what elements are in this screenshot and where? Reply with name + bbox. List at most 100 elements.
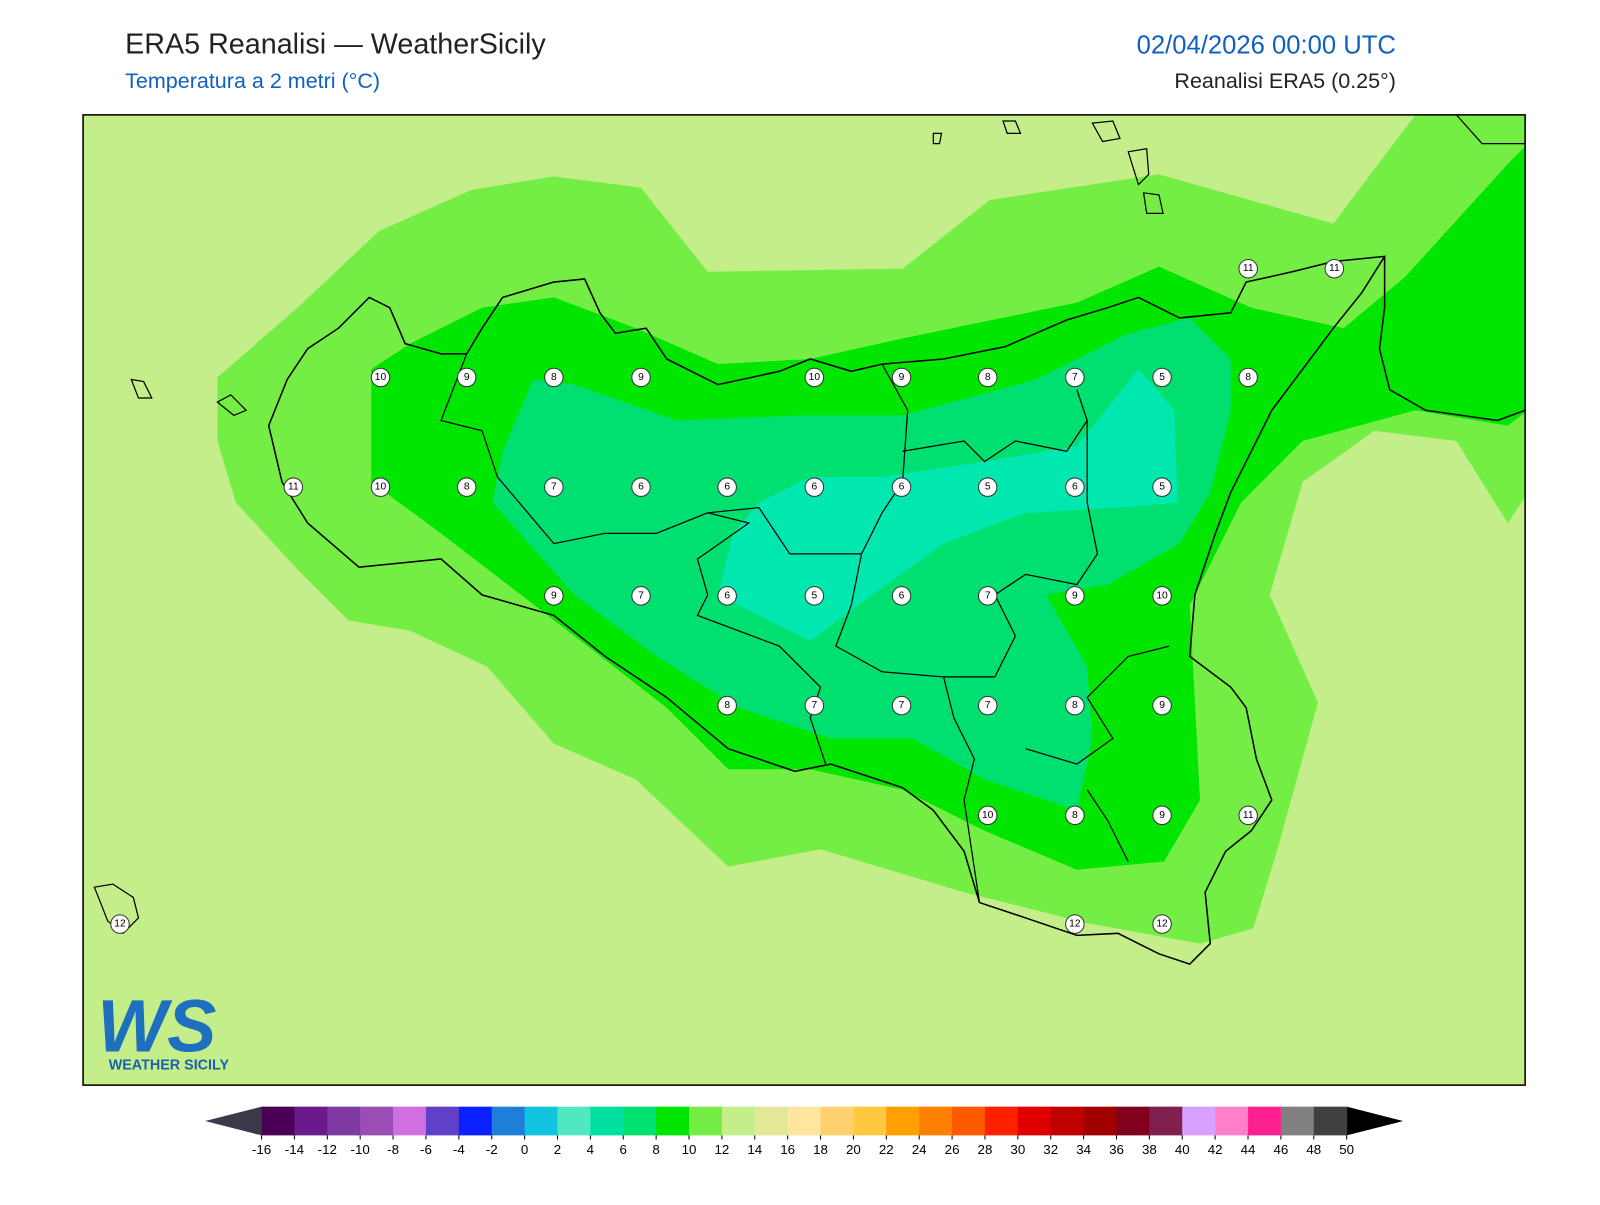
colorbar-label: 40 (1175, 1142, 1190, 1157)
subtitle: Temperatura a 2 metri (°C) (125, 69, 380, 93)
colorbar-label: 38 (1142, 1142, 1157, 1157)
point-value: 12 (114, 919, 126, 930)
colorbar-box (294, 1106, 328, 1136)
colorbar-box (524, 1106, 558, 1136)
point-marker (1152, 914, 1172, 934)
point-marker (370, 477, 391, 497)
colorbar-label: -2 (486, 1142, 498, 1157)
point-value: 7 (812, 700, 818, 711)
point-value: 8 (1072, 700, 1078, 711)
point-value: 6 (812, 482, 818, 493)
point-value: 12 (1156, 919, 1168, 930)
colorbar-box (984, 1106, 1019, 1136)
point-marker (1152, 695, 1172, 716)
point-value: 8 (724, 700, 730, 711)
colorbar-box (1280, 1106, 1315, 1136)
point-value: 6 (899, 590, 905, 601)
point-value: 7 (985, 590, 991, 601)
provinces (440, 353, 1170, 903)
point-marker (110, 914, 130, 934)
colorbar-label: 32 (1043, 1142, 1058, 1157)
colorbar-box (1215, 1106, 1249, 1136)
colorbar-box (820, 1106, 854, 1136)
colorbar-label: 10 (682, 1142, 697, 1157)
point-marker (456, 367, 477, 388)
colorbar-box (1182, 1106, 1216, 1136)
colorbar-label: 4 (587, 1142, 595, 1157)
point-value: 11 (288, 482, 299, 493)
point-marker (717, 695, 737, 716)
colorbar-box (491, 1106, 526, 1136)
band-4-6 (717, 369, 1178, 642)
point-value: 8 (1072, 810, 1078, 821)
colorbar-box (425, 1106, 460, 1136)
colorbar-label: 6 (620, 1142, 627, 1157)
point-marker (891, 477, 912, 497)
point-value: 5 (1159, 482, 1165, 493)
colorbar-label: 30 (1010, 1142, 1025, 1157)
colorbar-under (205, 1106, 262, 1136)
point-marker (1238, 367, 1258, 388)
colorbar-label: 34 (1076, 1142, 1091, 1157)
point-marker (1065, 695, 1085, 716)
colorbar-box (787, 1106, 822, 1136)
point-value: 7 (638, 590, 644, 601)
colorbar-label: -14 (285, 1142, 305, 1157)
point-value: 10 (809, 372, 821, 383)
coastline (267, 255, 1526, 965)
point-value: 8 (464, 482, 470, 493)
point-value: 10 (375, 482, 387, 493)
point-value: 7 (1072, 372, 1078, 383)
point-value: 6 (724, 482, 730, 493)
point-marker (891, 586, 912, 606)
colorbar-box (623, 1106, 657, 1136)
point-value: 8 (551, 372, 557, 383)
point-marker (804, 367, 825, 388)
point-value: 5 (1159, 372, 1165, 383)
point-marker (804, 586, 825, 606)
point-value: 7 (551, 482, 557, 493)
point-value: 8 (985, 372, 991, 383)
point-marker (804, 695, 825, 716)
point-value: 6 (724, 590, 730, 601)
colorbar-box (689, 1106, 723, 1136)
point-marker (717, 477, 737, 497)
colorbar-box (327, 1106, 361, 1136)
point-value: 12 (1069, 919, 1081, 930)
colorbar-box (393, 1106, 427, 1136)
point-value: 7 (985, 700, 991, 711)
point-value: 11 (1329, 263, 1340, 274)
point-value: 8 (1245, 372, 1251, 383)
point-marker (544, 367, 564, 388)
datetime: 02/04/2026 00:00 UTC (1137, 31, 1396, 59)
point-value: 10 (1156, 590, 1168, 601)
point-marker (977, 477, 998, 497)
colorbar-box (590, 1106, 624, 1136)
colorbar-label: 44 (1241, 1142, 1256, 1157)
point-marker (1238, 805, 1258, 826)
colorbar-box (754, 1106, 789, 1136)
point-value: 9 (638, 372, 644, 383)
point-marker (456, 477, 477, 497)
point-value: 7 (899, 700, 905, 711)
colorbar-label: 14 (747, 1142, 762, 1157)
map-frame (82, 114, 1526, 1086)
point-value: 9 (899, 372, 905, 383)
colorbar-label: 24 (912, 1142, 927, 1157)
point-value: 6 (1072, 482, 1078, 493)
colorbar-box (1116, 1106, 1150, 1136)
point-marker (1065, 367, 1085, 388)
logo-mark: WS (97, 984, 216, 1067)
colorbar-label: 42 (1208, 1142, 1223, 1157)
point-marker (1065, 477, 1085, 497)
colorbar-label: 50 (1339, 1142, 1354, 1157)
point-marker (283, 477, 304, 497)
colorbar-box (1149, 1106, 1183, 1136)
point-marker (1152, 477, 1172, 497)
colorbar-label: -6 (420, 1142, 432, 1157)
point-marker (1065, 586, 1085, 606)
point-value: 10 (982, 810, 994, 821)
colorbar-label: -10 (351, 1142, 370, 1157)
point-marker (977, 805, 998, 826)
point-value: 11 (1243, 810, 1254, 821)
